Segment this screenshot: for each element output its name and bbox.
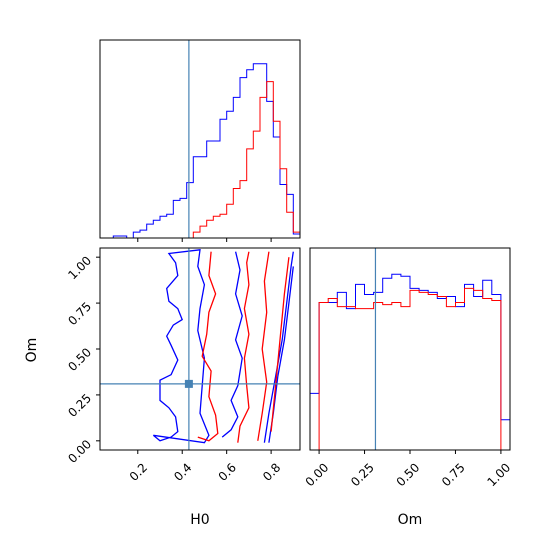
contour-red-middle — [237, 251, 250, 443]
joint-truth-marker — [184, 379, 193, 388]
contour-red-inner2 — [270, 257, 290, 432]
data-layer — [100, 40, 511, 451]
h0-hist-frame — [99, 39, 301, 239]
om-hist-blue — [309, 273, 511, 450]
contour-red-outer — [197, 251, 219, 442]
contour-blue-outer — [152, 249, 210, 444]
contour-blue-inner — [263, 251, 294, 443]
y-axis-label-om: Om — [24, 338, 40, 363]
x-axis-label-h0: H0 — [190, 512, 209, 528]
contour-blue-middle — [221, 251, 243, 438]
contour-red-inner — [257, 251, 270, 441]
om-hist-red — [310, 287, 510, 451]
joint-contours — [152, 249, 294, 444]
h0-hist-blue — [100, 63, 301, 239]
x-axis-label-om: Om — [398, 512, 423, 528]
